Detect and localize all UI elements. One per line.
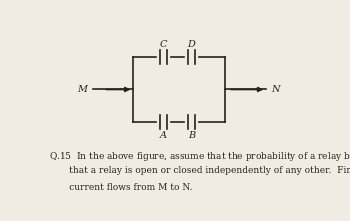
- Text: Q.15  In the above figure, assume that the probability of a relay being closed i: Q.15 In the above figure, assume that th…: [49, 149, 350, 166]
- Text: C: C: [160, 40, 167, 50]
- Text: N: N: [272, 85, 280, 94]
- Text: A: A: [160, 131, 167, 140]
- Text: that a relay is open or closed independently of any other.  Find the probability: that a relay is open or closed independe…: [49, 166, 350, 175]
- Text: B: B: [188, 131, 195, 140]
- Text: D: D: [188, 40, 195, 50]
- Text: M: M: [77, 85, 87, 94]
- Text: current flows from M to N.: current flows from M to N.: [49, 183, 192, 192]
